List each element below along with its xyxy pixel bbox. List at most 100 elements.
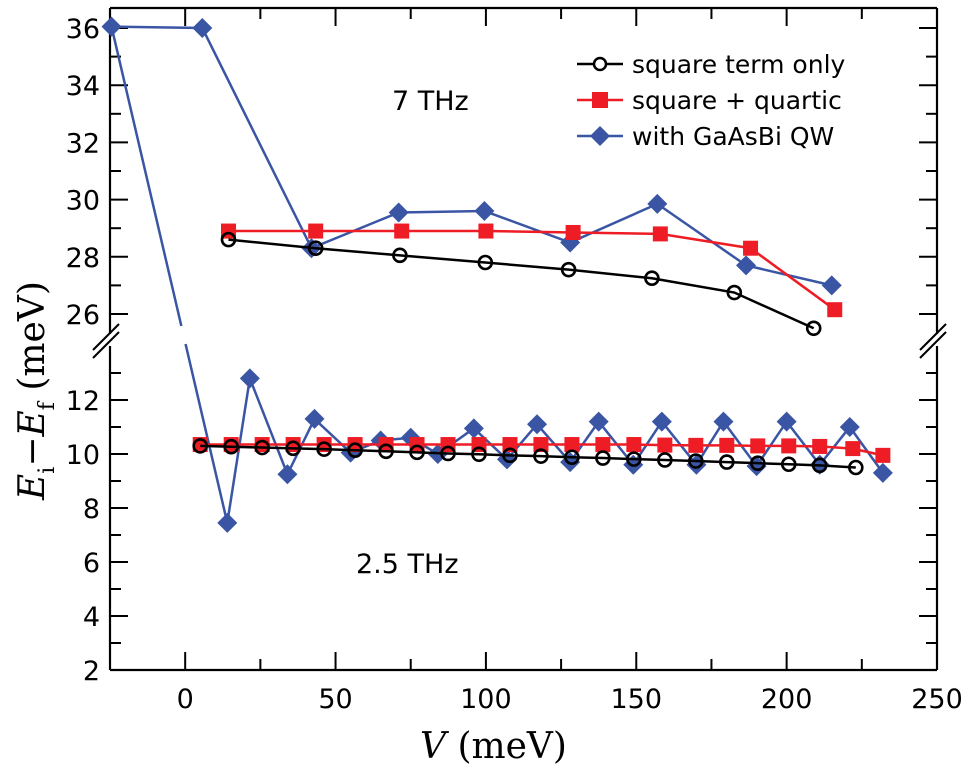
x-axis-title: V (meV) [420, 726, 567, 767]
data-point-lower [239, 368, 260, 389]
axes: 0 50 100 150 200 250 26 28 30 32 34 36 2 4 6 8 10 12 [66, 6, 963, 715]
data-point-lower [588, 411, 609, 432]
data-point-upper [477, 254, 494, 271]
data-point-lower [304, 408, 325, 429]
data-point-lower [626, 451, 642, 467]
data-point-upper [474, 201, 495, 222]
data-point-lower [533, 437, 549, 453]
data-point-lower [277, 464, 298, 485]
data-point-upper [726, 284, 743, 301]
y-tick-label-lower: 4 [83, 602, 100, 633]
data-point-lower [750, 438, 766, 454]
data-point-lower [595, 450, 611, 466]
data-point-lower [848, 459, 864, 476]
data-point-lower [872, 462, 893, 483]
data-point-lower [688, 453, 704, 469]
data-point-lower [564, 449, 580, 466]
data-point-lower [626, 437, 642, 453]
data-point-lower [688, 437, 704, 453]
data-point-upper [394, 223, 410, 239]
y-tick-label-upper: 28 [66, 243, 100, 274]
data-point-upper [821, 275, 842, 296]
data-point-lower [657, 437, 673, 453]
axis-break-mark [92, 331, 120, 359]
y-tick-label-upper: 36 [66, 14, 100, 45]
x-tick-label: 250 [911, 684, 963, 715]
series-square-term-only [192, 231, 864, 476]
data-point-lower [502, 437, 518, 453]
y-tick-label-upper: 34 [66, 71, 100, 102]
data-point-upper [805, 320, 822, 337]
y-tick-label-upper: 32 [66, 128, 100, 159]
data-point-upper [565, 224, 581, 240]
legend-label-gaasbi: with GaAsBi QW [632, 122, 834, 151]
y-axis-title: Ei−Ef (meV) [12, 281, 60, 501]
series-line-upper [228, 229, 836, 311]
data-point-lower [502, 447, 518, 464]
legend: square term only square + quartic with G… [577, 50, 846, 151]
data-point-upper [743, 240, 759, 256]
x-tick-label: 0 [177, 684, 194, 715]
data-point-lower [595, 437, 611, 453]
x-title-unit: (meV) [446, 726, 567, 767]
data-point-lower [718, 454, 735, 470]
y-tick-label-upper: 30 [66, 186, 100, 217]
data-point-lower [316, 441, 332, 457]
data-point-lower [471, 446, 487, 463]
series-connector-lower [184, 343, 229, 524]
y-tick-label-lower: 8 [83, 494, 100, 525]
x-tick-label: 50 [318, 684, 352, 715]
data-point-lower [749, 455, 766, 471]
data-point-lower [839, 417, 860, 437]
series-layer [101, 16, 893, 533]
data-point-lower [776, 411, 797, 432]
data-point-upper [647, 193, 668, 214]
y-title-ef: E [12, 410, 53, 437]
svg-text:Ei−Ef (meV): Ei−Ef (meV) [12, 281, 60, 501]
data-point-upper [644, 270, 660, 287]
legend-marker-square [592, 92, 608, 108]
data-point-lower [845, 441, 861, 457]
svg-text:V (meV): V (meV) [420, 726, 567, 767]
data-point-upper [827, 302, 843, 318]
axis-break-mark [919, 323, 947, 351]
y-title-unit: (meV) [12, 281, 53, 402]
data-point-lower [223, 438, 239, 455]
y-tick-label-upper: 26 [66, 300, 100, 331]
data-point-lower [781, 438, 797, 454]
legend-marker-circle [592, 56, 608, 72]
data-point-lower [780, 456, 797, 473]
x-tick-label: 150 [610, 684, 662, 715]
y-tick-label-lower: 6 [83, 548, 100, 579]
data-point-lower [533, 448, 549, 464]
data-point-lower [463, 418, 484, 439]
axis-break-mark [92, 323, 120, 351]
data-point-lower [285, 440, 301, 457]
data-point-lower [657, 452, 673, 468]
data-point-upper [307, 240, 324, 257]
series-line-lower [226, 373, 884, 524]
x-tick-label: 200 [761, 684, 813, 715]
annotation-2p5thz: 2.5 THz [356, 549, 459, 580]
data-point-upper [392, 247, 408, 264]
data-point-lower [347, 442, 363, 459]
data-point-upper [478, 223, 494, 239]
data-point-upper [220, 231, 237, 248]
data-point-upper [308, 223, 324, 239]
data-point-lower [440, 445, 456, 462]
y-tick-label-lower: 12 [66, 386, 100, 417]
data-point-upper [652, 226, 668, 242]
annotation-7thz: 7 THz [392, 86, 469, 117]
series-line-upper [228, 238, 815, 330]
data-point-upper [388, 202, 409, 223]
x-tick-label: 100 [460, 684, 512, 715]
x-title-variable: V [420, 726, 450, 767]
legend-marker-diamond [590, 126, 610, 146]
legend-label-square-term: square term only [632, 50, 846, 79]
y-tick-label-lower: 10 [66, 440, 100, 471]
data-point-lower [875, 447, 891, 463]
y-title-sub-i: i [35, 467, 60, 474]
data-point-lower [378, 443, 394, 460]
data-point-lower [527, 414, 548, 435]
